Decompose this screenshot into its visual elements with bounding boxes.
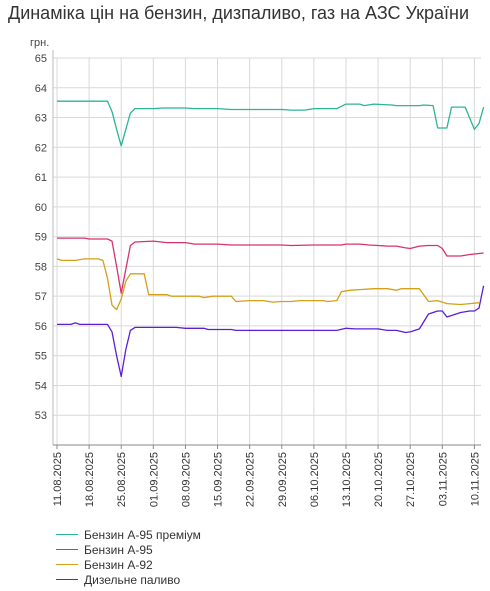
x-tick-label: 01.09.2025 [148, 452, 160, 507]
x-tick-label: 11.08.2025 [52, 452, 64, 506]
series-line-4 [57, 285, 485, 378]
y-tick-label: 58 [35, 261, 47, 273]
y-tick-label: 59 [35, 232, 47, 244]
series-lines [56, 100, 485, 378]
x-tick-label: 03.11.2025 [437, 452, 449, 506]
x-tick-label: 18.08.2025 [84, 452, 96, 507]
x-axis: 11.08.2025 18.08.2025 25.08.2025 01.09.2025… [52, 444, 481, 507]
legend-swatch [56, 579, 78, 580]
x-tick-label: 15.09.2025 [213, 452, 225, 507]
legend-item: Дизельне паливо [56, 572, 201, 587]
y-tick-label: 65 [35, 53, 47, 65]
legend-label: Бензин А-92 [84, 557, 153, 572]
legend: Бензин А-95 преміум Бензин А-95 Бензин А-9… [56, 527, 201, 587]
x-tick-label: 22.09.2025 [245, 452, 257, 507]
series-line-3 [56, 258, 480, 311]
y-tick-label: 62 [35, 142, 47, 154]
x-tick-label: 10.11.2025 [469, 452, 481, 506]
x-tick-label: 29.09.2025 [277, 452, 289, 507]
y-tick-label: 53 [35, 410, 47, 422]
chart-title: Динаміка цін на бензин, дизпаливо, газ н… [8, 3, 470, 23]
legend-swatch [56, 564, 78, 565]
y-tick-label: 63 [35, 113, 47, 125]
x-tick-label: 06.10.2025 [309, 452, 321, 507]
legend-label: Бензин А-95 [84, 542, 153, 557]
x-tick-label: 27.10.2025 [405, 452, 417, 507]
y-axis: 53 54 55 56 57 58 59 60 61 62 63 64 65 [35, 50, 54, 445]
y-tick-label: 60 [35, 202, 47, 214]
y-tick-label: 57 [35, 291, 47, 303]
x-tick-label: 25.08.2025 [116, 452, 128, 507]
y-tick-label: 61 [35, 172, 47, 184]
series-line-2 [57, 237, 484, 294]
x-tick-label: 13.10.2025 [341, 452, 353, 507]
legend-item: Бензин А-95 преміум [56, 527, 201, 542]
legend-item: Бензин А-95 [56, 542, 201, 557]
y-tick-label: 54 [35, 380, 47, 392]
legend-label: Бензин А-95 преміум [84, 527, 201, 542]
legend-item: Бензин А-92 [56, 557, 201, 572]
y-tick-label: 64 [35, 83, 47, 95]
legend-label: Дизельне паливо [84, 572, 181, 587]
grid [53, 57, 481, 445]
legend-swatch [56, 549, 78, 550]
x-tick-label: 20.10.2025 [373, 452, 385, 507]
y-axis-unit-label: грн. [30, 37, 49, 49]
x-tick-label: 08.09.2025 [180, 452, 192, 507]
series-line-1 [57, 100, 485, 147]
y-tick-label: 56 [35, 321, 47, 333]
y-tick-label: 55 [35, 351, 47, 363]
legend-swatch [56, 534, 78, 535]
